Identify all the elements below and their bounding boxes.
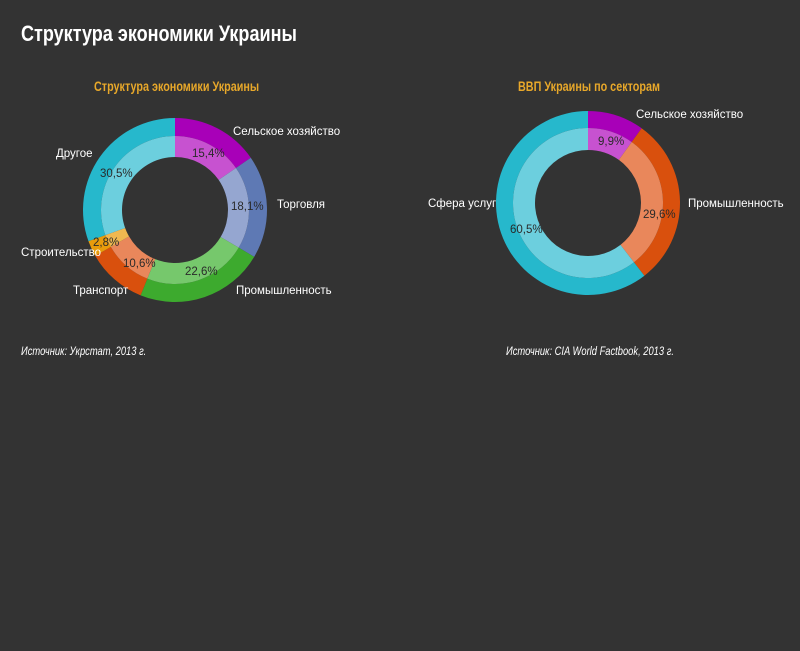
donut-segment-outer [496, 111, 645, 295]
left-pct-agri: 15,4% [192, 148, 225, 160]
right-chart-title: ВВП Украины по секторам [518, 79, 660, 94]
right-label-agri: Сельское хозяйство [636, 109, 743, 121]
left-label-trade: Торговля [277, 199, 325, 211]
donut-segment-outer [83, 118, 175, 242]
left-donut-segments [83, 118, 267, 302]
donut-segment-outer [88, 235, 111, 256]
left-label-industry: Промышленность [236, 285, 332, 297]
right-pct-industry: 29,6% [643, 209, 676, 221]
donut-segment-inner [618, 142, 664, 263]
right-pct-services: 60,5% [510, 224, 543, 236]
left-pct-construction: 2,8% [93, 237, 119, 249]
right-donut-segments [496, 111, 681, 295]
right-label-services: Сфера услуг [428, 198, 496, 210]
donut-segment-outer [588, 111, 642, 143]
left-chart-title: Структура экономики Украины [94, 79, 260, 94]
left-label-agri: Сельское хозяйство [233, 126, 340, 138]
left-pct-trade: 18,1% [231, 201, 264, 213]
left-label-other: Другое [56, 148, 93, 160]
right-label-industry: Промышленность [688, 198, 784, 210]
left-label-construction: Строительство [21, 247, 101, 259]
donut-segment-inner [175, 136, 236, 180]
left-pct-other: 30,5% [100, 168, 133, 180]
donut-segment-outer [95, 246, 148, 296]
donut-segment-outer [631, 128, 681, 276]
left-pct-transport: 10,6% [123, 258, 156, 270]
donut-segment-inner [513, 128, 634, 278]
donut-segment-inner [588, 128, 632, 160]
donut-segment-inner [105, 227, 130, 247]
donut-segment-inner [147, 236, 239, 284]
left-chart-source: Источник: Укрстат, 2013 г. [21, 344, 147, 358]
right-pct-agri: 9,9% [598, 136, 624, 148]
donut-segment-inner [218, 168, 249, 248]
right-chart-source: Источник: CIA World Factbook, 2013 г. [506, 344, 674, 358]
left-label-transport: Транспорт [73, 285, 129, 297]
left-pct-industry: 22,6% [185, 266, 218, 278]
donut-segment-inner [110, 236, 156, 279]
donut-segment-outer [175, 118, 251, 169]
page-title: Структура экономики Украины [21, 21, 297, 46]
donut-segment-outer [140, 247, 255, 302]
donut-segment-inner [100, 136, 175, 236]
donut-segment-outer [235, 157, 267, 257]
